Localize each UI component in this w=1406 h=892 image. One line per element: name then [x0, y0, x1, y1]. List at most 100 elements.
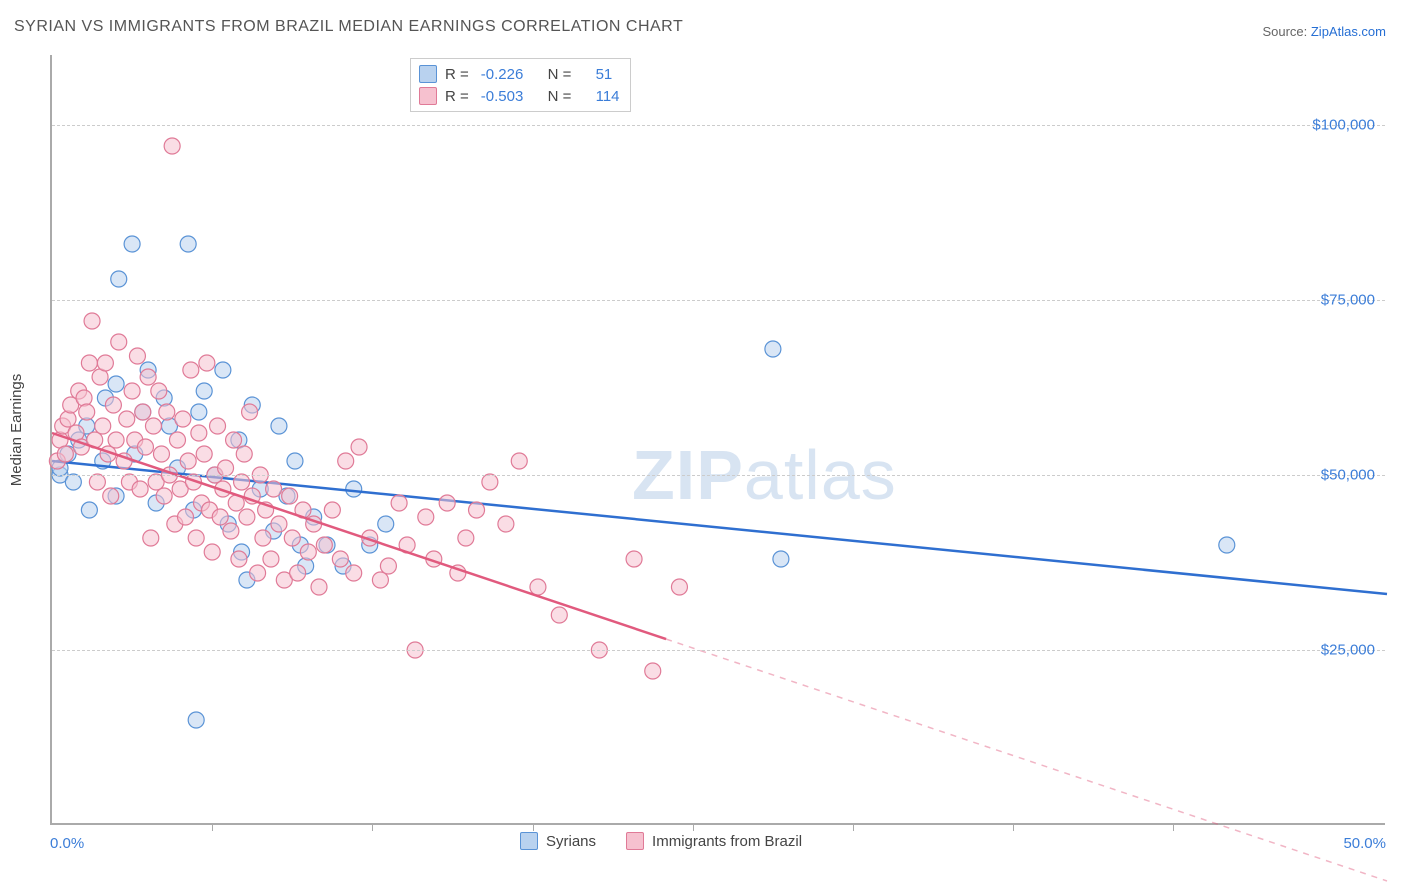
data-point	[418, 509, 434, 525]
legend-n-key: N =	[548, 88, 572, 105]
data-point	[95, 418, 111, 434]
data-point	[287, 453, 303, 469]
legend-swatch	[520, 832, 538, 850]
legend-n-key: N =	[548, 66, 572, 83]
y-tick-label: $75,000	[1321, 292, 1375, 309]
data-point	[111, 271, 127, 287]
data-point	[140, 369, 156, 385]
data-point	[199, 355, 215, 371]
legend-label: Syrians	[546, 833, 596, 850]
data-point	[76, 390, 92, 406]
x-tick	[212, 823, 213, 831]
legend-swatch	[419, 87, 437, 105]
data-point	[282, 488, 298, 504]
data-point	[159, 404, 175, 420]
data-point	[378, 516, 394, 532]
data-point	[551, 607, 567, 623]
data-point	[103, 488, 119, 504]
data-point	[324, 502, 340, 518]
source-link[interactable]: ZipAtlas.com	[1311, 24, 1386, 39]
data-point	[250, 565, 266, 581]
data-point	[765, 341, 781, 357]
data-point	[311, 579, 327, 595]
data-point	[212, 509, 228, 525]
data-point	[153, 446, 169, 462]
data-point	[266, 481, 282, 497]
data-point	[469, 502, 485, 518]
data-point	[89, 474, 105, 490]
data-point	[263, 551, 279, 567]
data-point	[239, 509, 255, 525]
data-point	[372, 572, 388, 588]
data-point	[290, 565, 306, 581]
data-point	[60, 411, 76, 427]
data-point	[196, 383, 212, 399]
data-point	[218, 460, 234, 476]
data-point	[81, 355, 97, 371]
data-point	[124, 383, 140, 399]
plot-area: ZIPatlas $25,000$50,000$75,000$100,000	[50, 55, 1385, 825]
data-point	[196, 446, 212, 462]
data-point	[178, 509, 194, 525]
legend-n-value: 114	[596, 88, 620, 105]
source-prefix: Source:	[1262, 24, 1310, 39]
data-point	[204, 544, 220, 560]
data-point	[439, 495, 455, 511]
data-point	[482, 474, 498, 490]
data-point	[215, 362, 231, 378]
y-tick-label: $50,000	[1321, 467, 1375, 484]
data-point	[223, 523, 239, 539]
data-point	[180, 236, 196, 252]
y-tick-label: $25,000	[1321, 642, 1375, 659]
data-point	[119, 411, 135, 427]
data-point	[773, 551, 789, 567]
legend-label: Immigrants from Brazil	[652, 833, 802, 850]
data-point	[255, 530, 271, 546]
gridline	[52, 300, 1385, 301]
data-point	[135, 404, 151, 420]
data-point	[498, 516, 514, 532]
x-tick	[372, 823, 373, 831]
legend-bottom-item: Syrians	[520, 832, 596, 850]
data-point	[191, 404, 207, 420]
data-point	[511, 453, 527, 469]
legend-n-value: 51	[596, 66, 613, 83]
data-point	[188, 530, 204, 546]
data-point	[124, 236, 140, 252]
legend-bottom-item: Immigrants from Brazil	[626, 832, 802, 850]
data-point	[183, 362, 199, 378]
data-point	[164, 138, 180, 154]
data-point	[84, 313, 100, 329]
data-point	[180, 453, 196, 469]
data-point	[175, 411, 191, 427]
legend-r-key: R =	[445, 88, 469, 105]
legend-r-value: -0.503	[481, 88, 524, 105]
data-point	[271, 516, 287, 532]
gridline	[52, 650, 1385, 651]
x-tick	[1173, 823, 1174, 831]
data-point	[380, 558, 396, 574]
data-point	[316, 537, 332, 553]
gridline	[52, 125, 1385, 126]
legend-r-key: R =	[445, 66, 469, 83]
legend-swatch	[419, 65, 437, 83]
data-point	[242, 404, 258, 420]
gridline	[52, 475, 1385, 476]
data-point	[391, 495, 407, 511]
legend-swatch	[626, 832, 644, 850]
data-point	[231, 551, 247, 567]
chart-title: SYRIAN VS IMMIGRANTS FROM BRAZIL MEDIAN …	[14, 18, 683, 36]
data-point	[346, 565, 362, 581]
x-tick	[693, 823, 694, 831]
data-point	[169, 432, 185, 448]
data-point	[132, 481, 148, 497]
data-point	[105, 397, 121, 413]
data-point	[79, 404, 95, 420]
data-point	[156, 488, 172, 504]
legend-top-row: R =-0.226 N = 51	[419, 63, 620, 85]
data-point	[145, 418, 161, 434]
data-point	[626, 551, 642, 567]
y-axis-title: Median Earnings	[8, 374, 25, 487]
data-point	[143, 530, 159, 546]
x-label-right: 50.0%	[1343, 835, 1386, 852]
